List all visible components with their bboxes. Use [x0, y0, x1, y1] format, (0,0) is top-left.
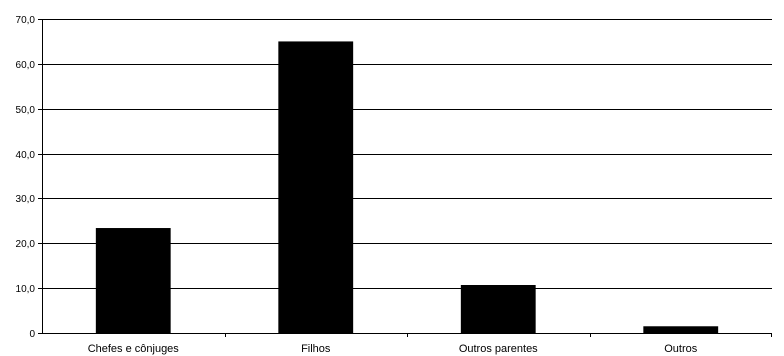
- y-tick-label: 0: [29, 329, 35, 340]
- x-category-label: Filhos: [301, 343, 331, 355]
- bar-outros: [643, 326, 719, 333]
- bar-chefes-e-c-njuges: [95, 228, 171, 333]
- y-tick-label: 20,0: [16, 239, 36, 250]
- bar-filhos: [278, 41, 354, 334]
- x-category-label: Chefes e cônjuges: [88, 343, 180, 355]
- x-category-label: Outros parentes: [459, 343, 538, 355]
- y-tick-label: 70,0: [16, 15, 36, 26]
- bar-outros-parentes: [460, 285, 536, 333]
- y-tick-label: 50,0: [16, 105, 36, 116]
- y-tick-label: 40,0: [16, 150, 36, 161]
- x-axis-category-labels: Chefes e cônjuges Filhos Outros parentes Ou…: [88, 333, 772, 355]
- x-category-label: Outros: [664, 343, 698, 355]
- y-tick-label: 30,0: [16, 194, 36, 205]
- y-tick-label: 60,0: [16, 60, 36, 71]
- bars: [95, 41, 719, 334]
- y-tick-label: 10,0: [16, 284, 36, 295]
- y-axis-tick-labels: 0 10,0 20,0 30,0 40,0 50,0 60,0 70,0: [16, 15, 42, 340]
